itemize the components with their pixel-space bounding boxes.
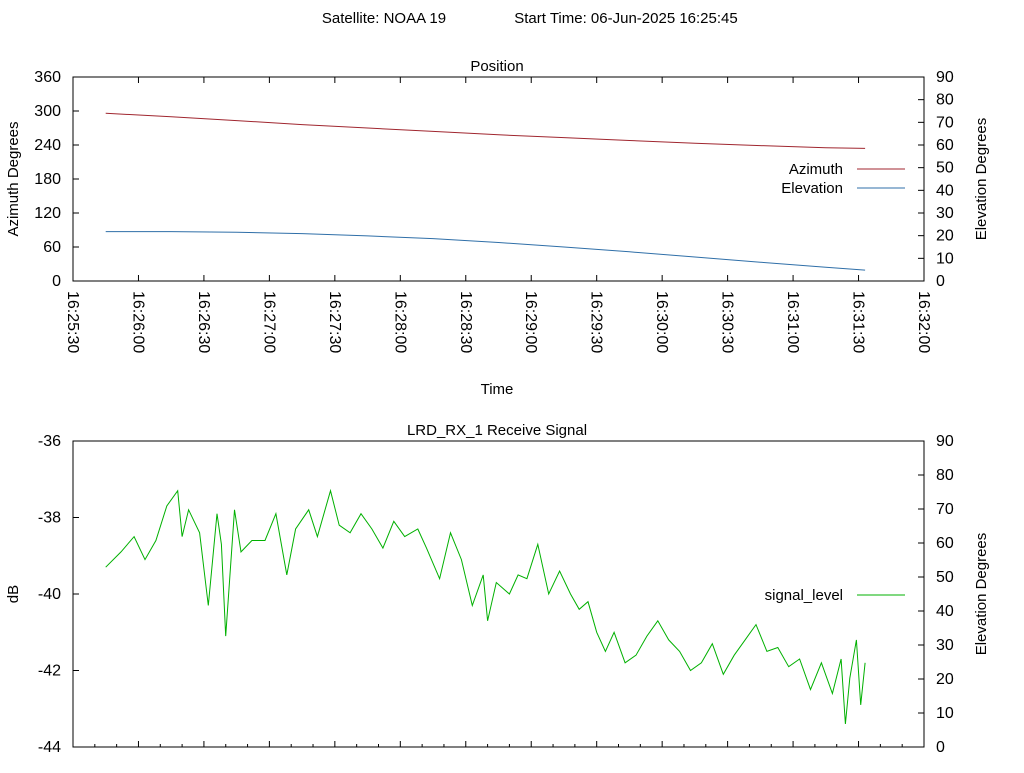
- position-legend: Azimuth Elevation: [781, 161, 905, 197]
- signal-y-tick-label: -44: [38, 739, 61, 756]
- position-y-tick-label: 360: [34, 69, 61, 86]
- series-line-azimuth: [105, 112, 866, 149]
- signal-chart-title: LRD_RX_1 Receive Signal: [407, 422, 587, 439]
- legend-label-elevation: Elevation: [781, 180, 843, 197]
- legend-label-signal-level: signal_level: [765, 587, 843, 604]
- series-line-signal-level: [105, 488, 866, 725]
- position-y2-tick-label: 0: [936, 273, 945, 290]
- position-y2-tick-label: 80: [936, 92, 954, 109]
- position-x-tick-label: 16:30:00: [653, 291, 670, 353]
- signal-series: [105, 488, 866, 725]
- position-x-tick-label: 16:26:00: [129, 291, 146, 353]
- signal-y2-tick-label: 10: [936, 705, 954, 722]
- position-y-tick-label: 240: [34, 137, 61, 154]
- position-x-tick-label: 16:27:00: [260, 291, 277, 353]
- signal-y2-tick-label: 70: [936, 501, 954, 518]
- signal-y-tick-label: -38: [38, 510, 61, 527]
- series-line-elevation: [105, 231, 866, 271]
- position-x-tick-label: 16:26:30: [195, 291, 212, 353]
- position-y2-tick-label: 30: [936, 205, 954, 222]
- position-y-tick-label: 300: [34, 103, 61, 120]
- position-x-tick-label: 16:31:00: [784, 291, 801, 353]
- signal-y2-tick-label: 0: [936, 739, 945, 756]
- position-x-tick-label: 16:30:30: [719, 291, 736, 353]
- position-series: [105, 112, 866, 271]
- legend-label-azimuth: Azimuth: [789, 161, 843, 178]
- position-axes: 0 60 120 180 240 300 360 0 10 20 30 40 50 60 70 80 90 16:…: [34, 69, 954, 353]
- satellite-label: Satellite: NOAA 19: [322, 10, 446, 27]
- position-y2-axis-title: Elevation Degrees: [973, 118, 990, 241]
- signal-axes: -44 -42 -40 -38 -36 0 10 20 30 40 50 60 70 80 90: [38, 433, 954, 756]
- position-x-axis-title: Time: [481, 381, 514, 398]
- signal-y-tick-label: -40: [38, 586, 61, 603]
- position-y-tick-label: 60: [43, 239, 61, 256]
- position-x-tick-label: 16:25:30: [64, 291, 81, 353]
- signal-y2-tick-label: 40: [936, 603, 954, 620]
- position-y-tick-label: 180: [34, 171, 61, 188]
- position-plot-frame: [72, 76, 925, 282]
- position-y-axis-title: Azimuth Degrees: [5, 121, 22, 236]
- signal-y2-tick-label: 80: [936, 467, 954, 484]
- signal-y2-tick-label: 50: [936, 569, 954, 586]
- signal-legend: signal_level: [765, 587, 905, 604]
- position-chart-title: Position: [470, 58, 523, 75]
- signal-y2-tick-label: 30: [936, 637, 954, 654]
- signal-y2-tick-label: 90: [936, 433, 954, 450]
- position-x-tick-label: 16:28:00: [391, 291, 408, 353]
- signal-y-axis-title: dB: [5, 585, 22, 603]
- position-x-tick-label: 16:29:00: [522, 291, 539, 353]
- position-y2-tick-label: 60: [936, 137, 954, 154]
- position-x-tick-label: 16:32:00: [915, 291, 932, 353]
- start-time-label: Start Time: 06-Jun-2025 16:25:45: [514, 10, 737, 27]
- signal-y2-axis-title: Elevation Degrees: [973, 533, 990, 656]
- position-y-tick-label: 0: [52, 273, 61, 290]
- position-y2-tick-label: 90: [936, 69, 954, 86]
- signal-y-tick-label: -36: [38, 433, 61, 450]
- position-y2-tick-label: 20: [936, 228, 954, 245]
- position-x-tick-label: 16:27:30: [326, 291, 343, 353]
- signal-y2-tick-label: 60: [936, 535, 954, 552]
- signal-y-tick-label: -42: [38, 663, 61, 680]
- position-y2-tick-label: 70: [936, 114, 954, 131]
- signal-y2-tick-label: 20: [936, 671, 954, 688]
- position-x-tick-label: 16:29:30: [588, 291, 605, 353]
- position-y2-tick-label: 10: [936, 250, 954, 267]
- position-y-tick-label: 120: [34, 205, 61, 222]
- position-x-tick-label: 16:28:30: [457, 291, 474, 353]
- position-x-tick-label: 16:31:30: [850, 291, 867, 353]
- position-y2-tick-label: 40: [936, 182, 954, 199]
- position-y2-tick-label: 50: [936, 160, 954, 177]
